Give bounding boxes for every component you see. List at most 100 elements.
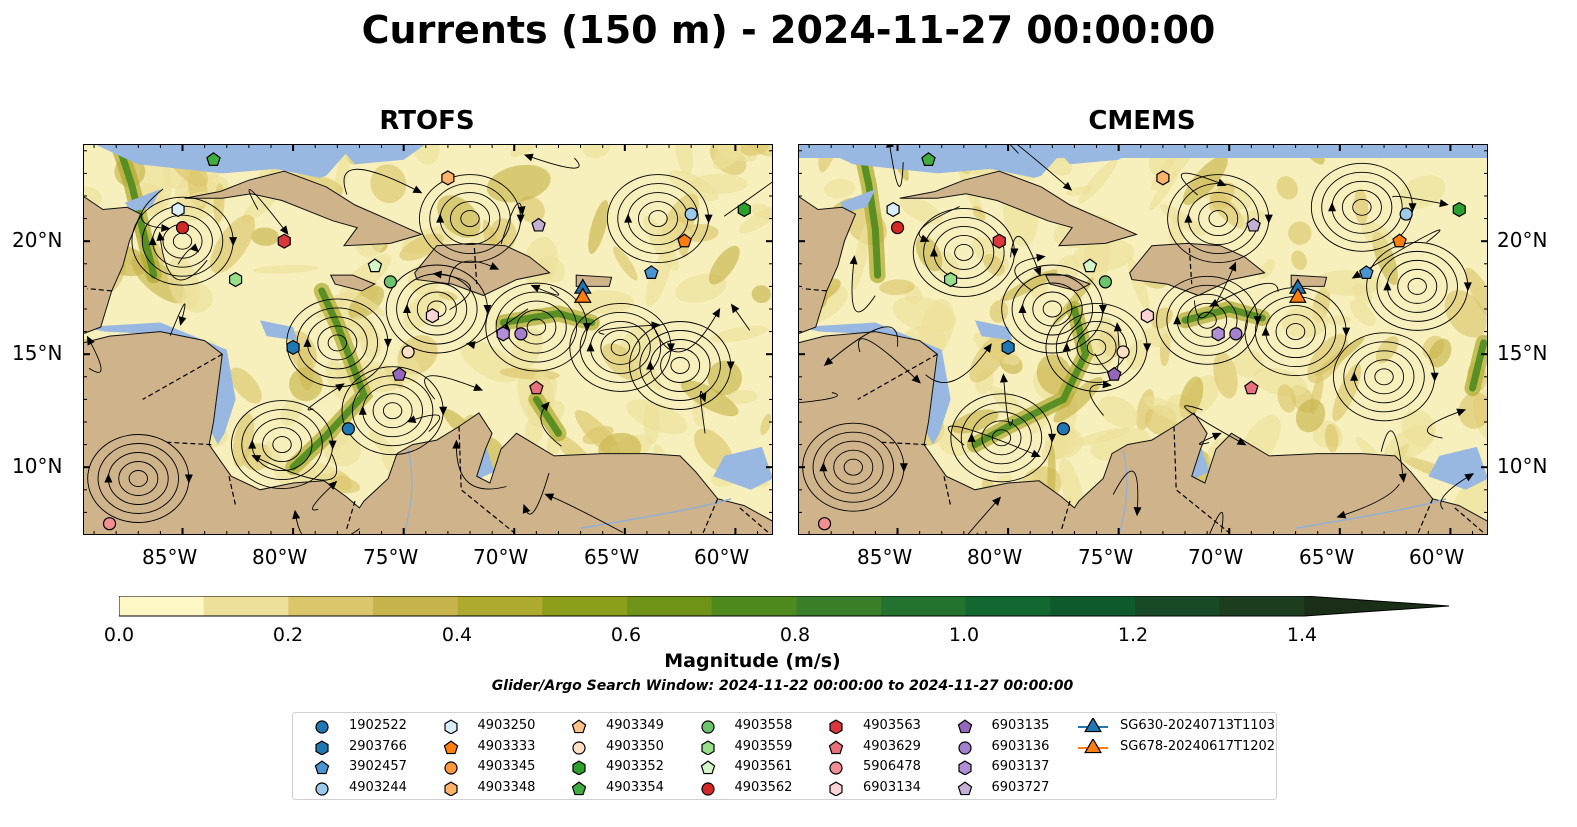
float-marker-5906478 (102, 517, 117, 531)
float-marker-6903137 (496, 326, 510, 342)
float-marker-4903354 (206, 152, 221, 167)
float-marker-4903250 (171, 201, 185, 218)
colorbar-segment (1219, 596, 1305, 616)
colorbar-segment (881, 596, 967, 616)
legend-marker-6903137 (957, 760, 972, 775)
colorbar-segment (1050, 596, 1136, 616)
float-marker-3902457 (1359, 265, 1374, 280)
float-marker-6903727 (531, 217, 546, 232)
float-marker-4903561 (367, 258, 383, 273)
float-marker-4903561 (1082, 258, 1098, 273)
float-marker-SG678-20240617T1202 (573, 287, 592, 303)
lon-label-85w: 85°W (857, 545, 913, 569)
colorbar-segment (373, 596, 459, 616)
legend-label: 4903244 (349, 779, 407, 795)
colorbar-segment (203, 596, 289, 616)
legend-label: 6903135 (991, 718, 1050, 733)
colorbar-segment (1135, 596, 1221, 616)
legend: 1902522 2903766 3902457 4903244 4903250 49033… (292, 712, 1277, 800)
legend-label: 4903348 (477, 779, 536, 795)
legend-label: 5906478 (863, 759, 921, 774)
legend-marker-SG630-20240713T1103 (1084, 718, 1102, 733)
float-marker-6903135 (391, 366, 407, 381)
streamlines (86, 153, 773, 535)
lat-label-20n: 20°N (1497, 228, 1548, 252)
float-marker-3902457 (644, 265, 659, 280)
float-marker-6903134 (1140, 308, 1155, 324)
panel-title-rtofs: RTOFS (379, 106, 475, 136)
legend-label: 3902457 (349, 759, 407, 774)
legend-label: 4903354 (606, 779, 664, 795)
colorbar-tick: 0.4 (441, 624, 473, 646)
legend-label: 4903562 (734, 779, 793, 795)
legend-label: SG630-20240713T1103 (1120, 718, 1276, 733)
legend-marker-6903134 (829, 780, 843, 796)
land (83, 170, 773, 535)
float-marker-4903244 (684, 207, 698, 221)
country-borders (87, 247, 769, 535)
legend-label: 4903349 (606, 718, 664, 733)
float-marker-4903348 (1156, 170, 1170, 186)
legend-label: 6903134 (863, 779, 921, 795)
legend-marker-4903349 (571, 719, 587, 734)
float-marker-4903563 (992, 233, 1006, 249)
float-marker-4903352 (737, 201, 751, 218)
lon-label-80w: 80°W (252, 545, 308, 569)
lon-label-80w: 80°W (967, 545, 1023, 569)
legend-label: 4903345 (477, 759, 536, 774)
colorbar-segment (457, 596, 543, 616)
legend-label: 4903559 (734, 738, 793, 754)
colorbar-segment (542, 596, 628, 616)
colorbar-segment (288, 596, 374, 616)
legend-marker-4903563 (829, 719, 843, 734)
colorbar-tick: 1.2 (1117, 624, 1149, 646)
legend-marker-3902457 (314, 760, 330, 775)
legend-label: 6903137 (991, 759, 1050, 774)
legend-marker-SG678-20240617T1202 (1084, 738, 1102, 753)
colorbar-tick: 0.8 (779, 624, 811, 646)
lon-label-65w: 65°W (1299, 545, 1355, 569)
colorbar-tick: 0.2 (272, 624, 304, 646)
float-markers (817, 152, 1466, 531)
legend-label: 4903561 (734, 759, 793, 774)
float-marker-1902522 (341, 422, 355, 436)
float-marker-4903629 (529, 380, 544, 395)
float-marker-5906478 (817, 517, 832, 531)
float-markers (102, 152, 751, 531)
lon-label-60w: 60°W (694, 545, 750, 569)
float-marker-6903137 (1211, 326, 1225, 342)
lat-label-10n: 10°N (1497, 454, 1548, 478)
colorbar-segment (627, 596, 713, 616)
legend-marker-4903350 (572, 740, 586, 755)
legend-marker-1902522 (315, 720, 329, 734)
legend-marker-4903345 (443, 761, 458, 775)
colorbar-tick: 1.4 (1286, 624, 1318, 646)
legend-label: 4903352 (606, 759, 664, 774)
float-marker-4903354 (921, 152, 936, 167)
legend-marker-6903136 (957, 740, 972, 755)
colorbar-segment (965, 596, 1051, 616)
country-borders (802, 247, 1484, 535)
float-marker-4903563 (277, 233, 291, 249)
float-marker-4903333 (677, 233, 692, 248)
float-marker-4903558 (1098, 275, 1113, 289)
float-marker-4903352 (1452, 201, 1466, 218)
legend-label: 2903766 (349, 738, 407, 754)
float-marker-6903136 (1229, 327, 1243, 341)
float-marker-4903350 (1116, 345, 1130, 359)
legend-marker-2903766 (315, 739, 329, 755)
colorbar-tick: 1.0 (948, 624, 980, 646)
legend-label: 4903563 (863, 718, 921, 733)
lon-label-70w: 70°W (1188, 545, 1244, 569)
lat-label-20n: 20°N (12, 228, 63, 252)
legend-marker-4903250 (443, 719, 458, 734)
float-marker-4903559 (944, 272, 958, 288)
search-window-text: Glider/Argo Search Window: 2024-11-22 00… (491, 678, 1074, 694)
legend-label: 4903333 (477, 738, 536, 754)
legend-marker-5906478 (829, 761, 843, 775)
legend-marker-4903348 (443, 780, 458, 796)
legend-marker-6903727 (957, 780, 972, 795)
legend-marker-6903135 (957, 719, 972, 734)
legend-label: 4903350 (606, 738, 664, 754)
lat-label-15n: 15°N (12, 341, 63, 365)
